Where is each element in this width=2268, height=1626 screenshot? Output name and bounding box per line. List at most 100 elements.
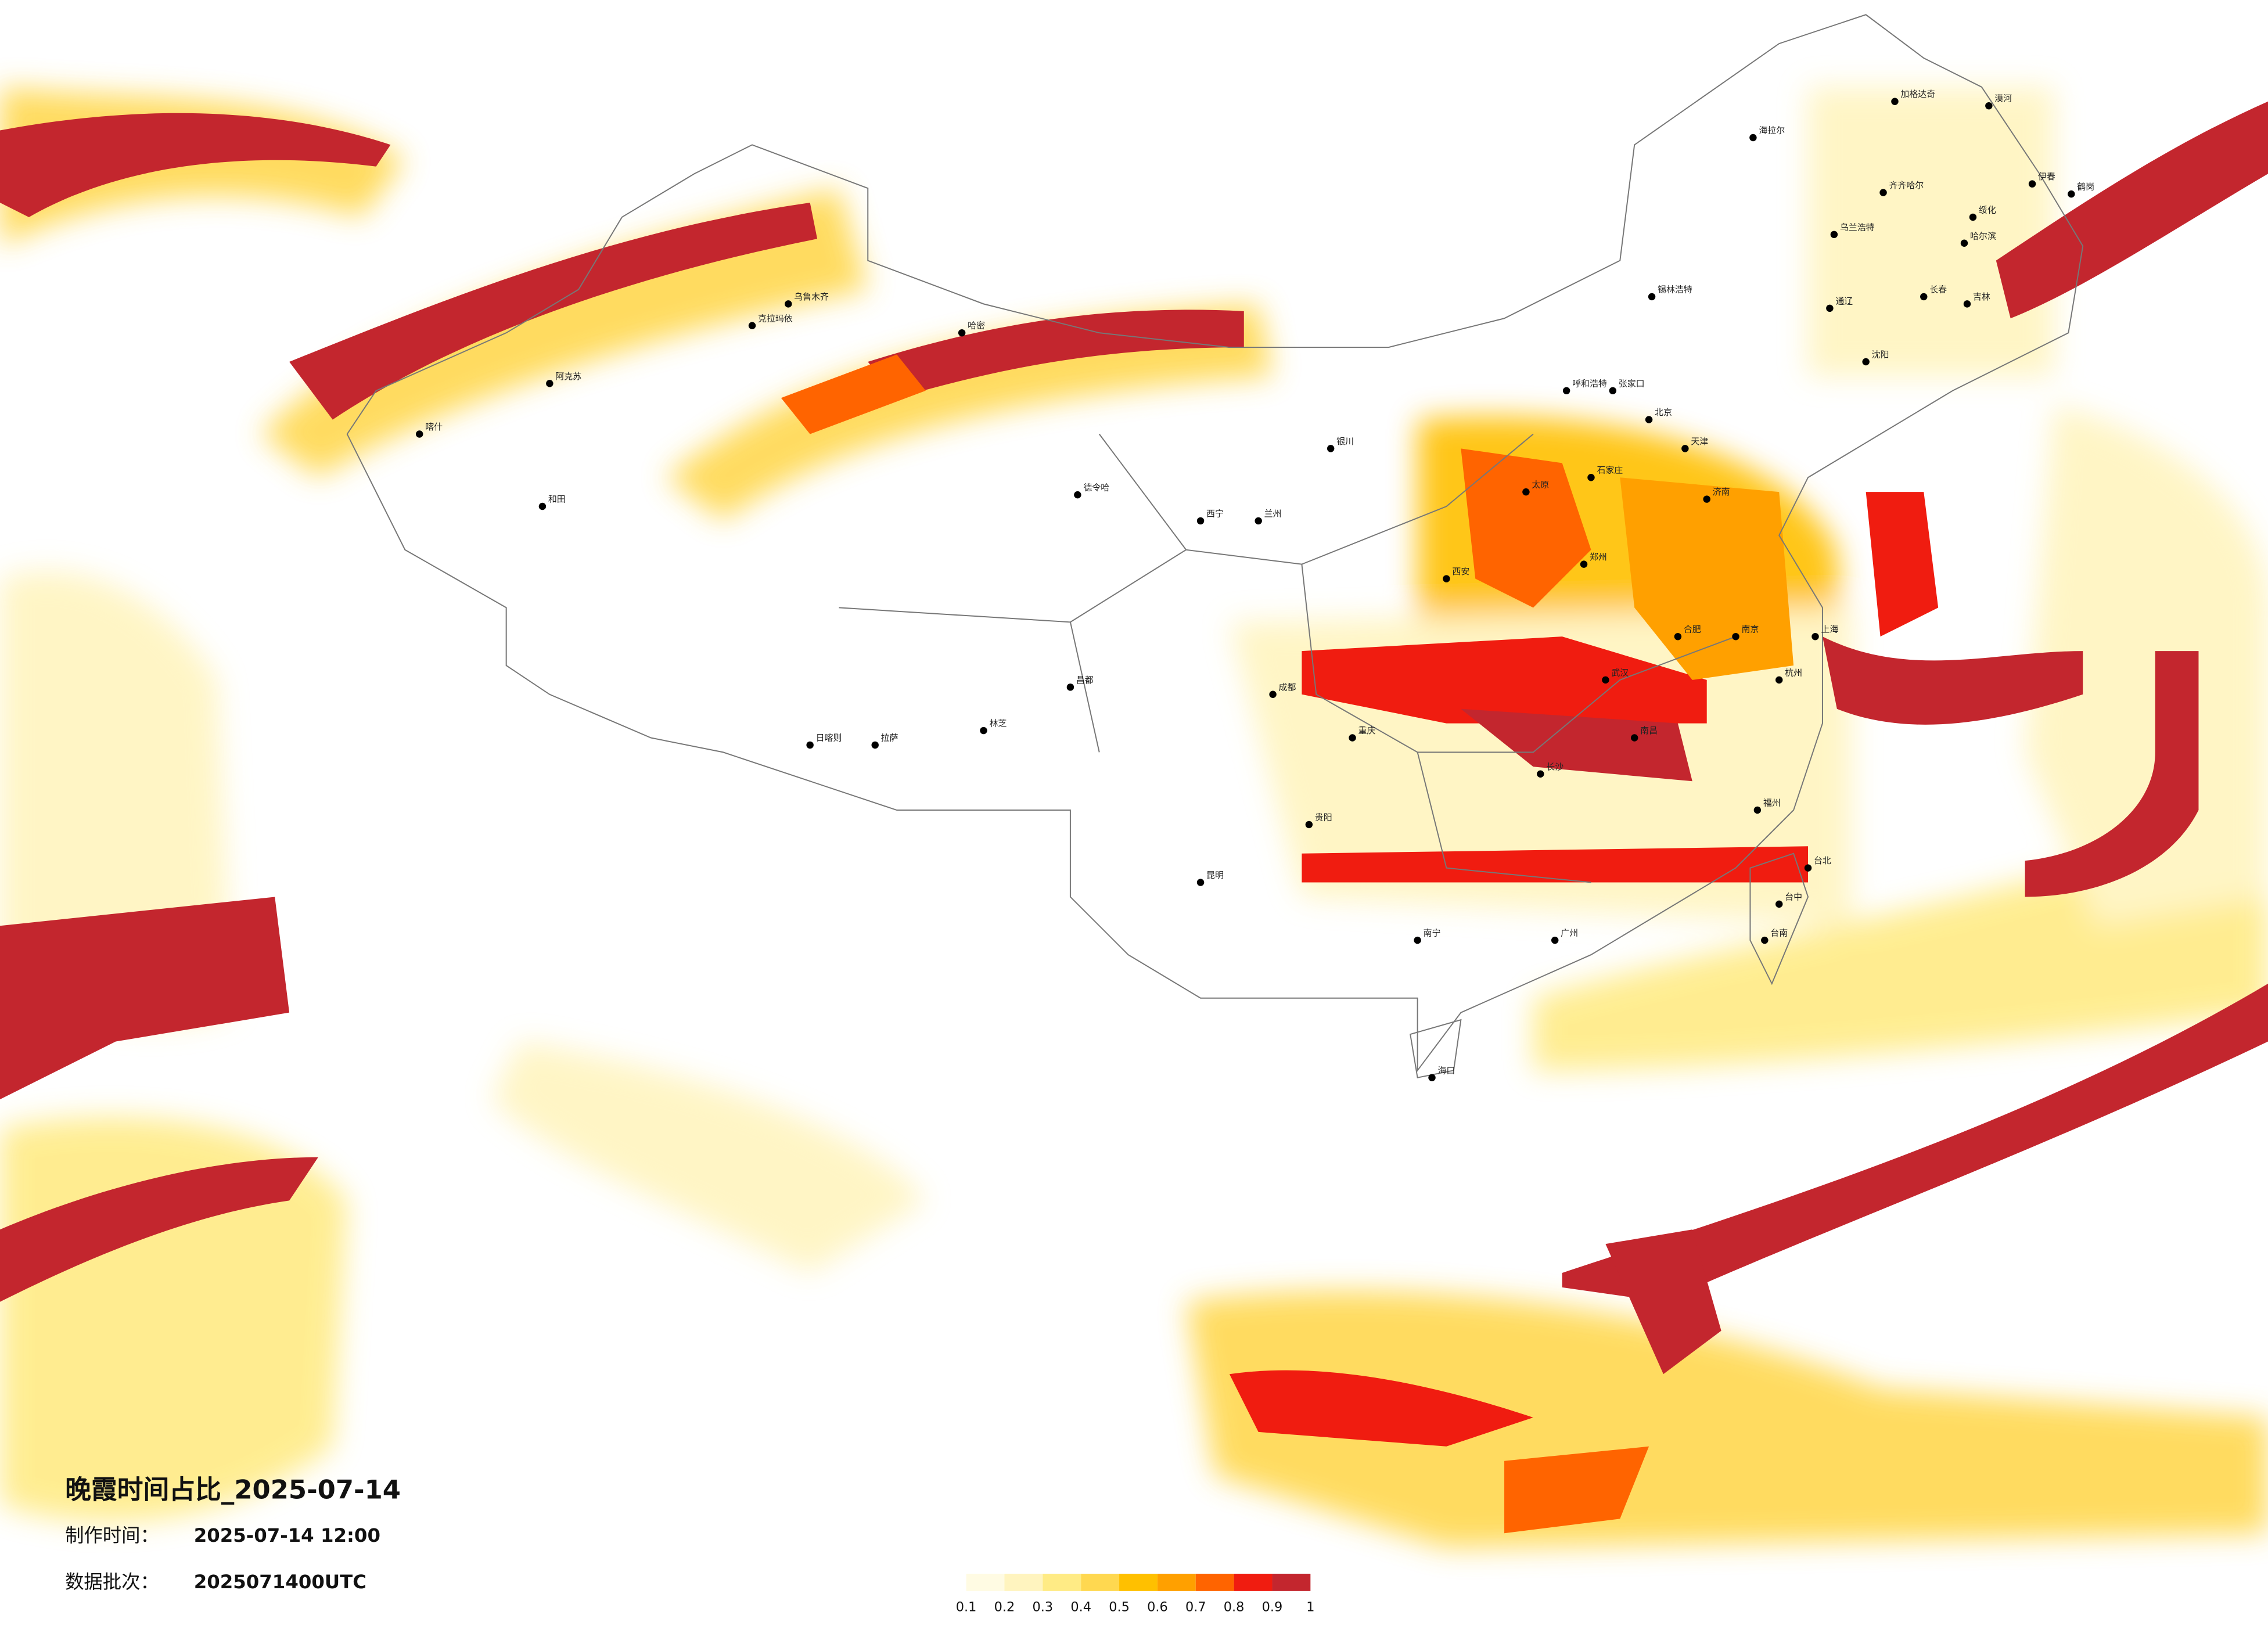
city-dot <box>1891 98 1899 105</box>
city-label: 呼和浩特 <box>1572 378 1607 388</box>
city-label: 北京 <box>1655 407 1672 418</box>
city-dot <box>1327 445 1335 452</box>
city-label: 拉萨 <box>881 732 898 743</box>
legend-swatch <box>966 1573 1005 1591</box>
legend-swatch <box>1043 1573 1081 1591</box>
legend-swatch <box>1081 1573 1120 1591</box>
city-dot <box>1862 358 1870 366</box>
city-label: 漠河 <box>1994 93 2012 104</box>
city-label: 贵阳 <box>1315 812 1332 822</box>
city-dot <box>1732 632 1739 641</box>
city-dot <box>1066 684 1074 691</box>
city-label: 天津 <box>1691 436 1708 447</box>
city-label: 南宁 <box>1424 928 1441 938</box>
city-label: 台中 <box>1785 891 1802 902</box>
city-dot <box>1969 213 1977 221</box>
city-dot <box>1443 575 1450 582</box>
city-dot <box>1674 632 1682 641</box>
legend-tick-label: 0.3 <box>1033 1600 1054 1615</box>
city-dot <box>958 329 966 337</box>
city-label: 郑州 <box>1590 552 1607 562</box>
city-dot <box>748 322 756 329</box>
city-label: 南昌 <box>1640 725 1658 736</box>
city-dot <box>1879 189 1887 196</box>
city-label: 重庆 <box>1358 725 1376 736</box>
legend-tick-label: 0.4 <box>1070 1600 1091 1615</box>
city-dot <box>1775 676 1783 684</box>
city-dot <box>1985 102 1993 110</box>
legend-tick-label: 0.5 <box>1109 1600 1130 1615</box>
city-dot <box>415 430 423 438</box>
city-label: 哈密 <box>968 321 985 331</box>
legend-swatch <box>1004 1573 1043 1591</box>
city-dot <box>1960 239 1968 247</box>
city-dot <box>1255 517 1262 525</box>
city-label: 昌都 <box>1076 675 1094 685</box>
city-label: 伊春 <box>2038 171 2055 182</box>
city-dot <box>1749 134 1757 142</box>
city-label: 沈阳 <box>1872 350 1889 360</box>
city-label: 福州 <box>1763 798 1781 808</box>
city-dot <box>1196 517 1205 525</box>
city-dot <box>546 380 553 387</box>
city-label: 克拉玛依 <box>758 313 793 323</box>
city-label: 成都 <box>1279 682 1296 692</box>
city-dot <box>1074 491 1081 499</box>
city-dot <box>1804 864 1812 872</box>
city-label: 长春 <box>1929 284 1947 294</box>
city-dot <box>1920 293 1928 301</box>
legend-tick-label: 0.9 <box>1262 1600 1283 1615</box>
city-label: 海口 <box>1437 1065 1455 1075</box>
city-label: 武汉 <box>1611 667 1629 678</box>
city-label: 和田 <box>548 494 566 505</box>
city-label: 海拉尔 <box>1759 125 1785 135</box>
legend-tick-label: 0.8 <box>1224 1600 1245 1615</box>
city-dot <box>1305 821 1313 829</box>
city-dot <box>1609 387 1617 395</box>
heat-halo <box>0 87 2268 1548</box>
city-dot <box>1648 293 1656 301</box>
legend-tick-label: 0.7 <box>1185 1600 1206 1615</box>
city-dot <box>538 502 547 510</box>
map-title: 晚霞时间占比_2025-07-14 <box>65 1474 401 1505</box>
legend-swatch <box>1157 1573 1196 1591</box>
city-dot <box>1602 676 1609 684</box>
city-label: 林芝 <box>989 718 1007 729</box>
city-label: 合肥 <box>1684 624 1701 635</box>
city-dot <box>1761 936 1769 944</box>
made-label: 制作时间： <box>65 1524 159 1546</box>
legend-tick-label: 1 <box>1306 1600 1314 1615</box>
city-dot <box>785 300 792 308</box>
city-label: 济南 <box>1713 487 1730 497</box>
city-dot <box>1349 734 1356 742</box>
batch-label: 数据批次： <box>65 1571 159 1593</box>
city-label: 西安 <box>1452 566 1469 577</box>
city-label: 齐齐哈尔 <box>1889 180 1924 190</box>
city-label: 银川 <box>1336 436 1354 447</box>
city-dot <box>1269 690 1277 699</box>
city-label: 哈尔滨 <box>1970 231 1996 241</box>
legend-swatch <box>1234 1573 1273 1591</box>
city-dot <box>1753 806 1762 814</box>
legend-swatch <box>1272 1573 1311 1591</box>
made-time: 2025-07-14 12:00 <box>194 1524 380 1546</box>
city-label: 加格达奇 <box>1900 89 1935 99</box>
city-label: 台北 <box>1814 855 1831 866</box>
city-label: 石家庄 <box>1597 465 1623 476</box>
city-label: 台南 <box>1770 928 1788 938</box>
city-label: 杭州 <box>1785 667 1802 678</box>
city-label: 锡林浩特 <box>1658 284 1692 294</box>
city-dot <box>2028 180 2036 188</box>
city-dot <box>1522 488 1530 496</box>
city-dot <box>871 741 879 749</box>
city-dot <box>1537 770 1544 778</box>
city-label: 德令哈 <box>1083 483 1109 493</box>
city-dot <box>1630 734 1638 742</box>
city-dot <box>2068 190 2075 198</box>
city-label: 鹤岗 <box>2077 182 2094 192</box>
city-dot <box>1681 445 1689 452</box>
city-label: 南京 <box>1741 624 1759 635</box>
city-label: 张家口 <box>1619 378 1645 388</box>
city-dot <box>1811 632 1819 641</box>
